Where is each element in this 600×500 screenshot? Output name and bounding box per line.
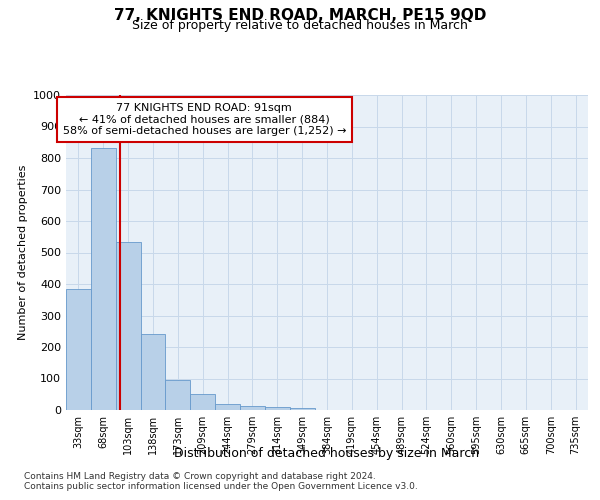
Text: Contains HM Land Registry data © Crown copyright and database right 2024.: Contains HM Land Registry data © Crown c…: [24, 472, 376, 481]
Bar: [240, 406, 265, 410]
Bar: [91, 148, 116, 410]
Y-axis label: Number of detached properties: Number of detached properties: [17, 165, 28, 340]
Bar: [140, 334, 166, 410]
Text: Contains public sector information licensed under the Open Government Licence v3: Contains public sector information licen…: [24, 482, 418, 491]
Bar: [190, 394, 215, 410]
Text: 77 KNIGHTS END ROAD: 91sqm
← 41% of detached houses are smaller (884)
58% of sem: 77 KNIGHTS END ROAD: 91sqm ← 41% of deta…: [62, 103, 346, 136]
Bar: [166, 380, 190, 410]
Bar: [66, 288, 91, 410]
Bar: [265, 407, 290, 410]
Bar: [290, 408, 314, 410]
Bar: [116, 242, 140, 410]
Bar: [215, 404, 240, 410]
Text: Size of property relative to detached houses in March: Size of property relative to detached ho…: [132, 19, 468, 32]
Text: Distribution of detached houses by size in March: Distribution of detached houses by size …: [175, 448, 479, 460]
Text: 77, KNIGHTS END ROAD, MARCH, PE15 9QD: 77, KNIGHTS END ROAD, MARCH, PE15 9QD: [114, 8, 486, 22]
